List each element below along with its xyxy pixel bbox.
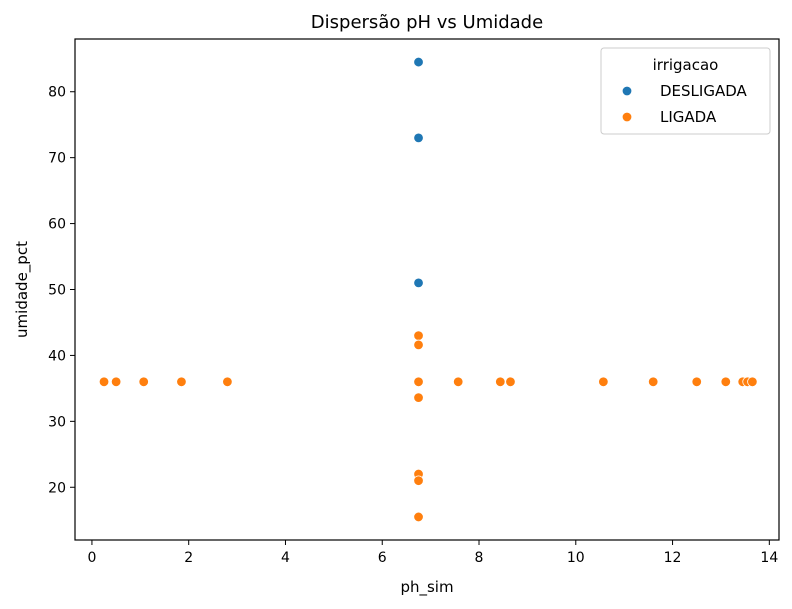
data-point — [176, 376, 187, 387]
data-point — [413, 339, 424, 351]
data-point — [222, 376, 233, 387]
data-point — [413, 511, 424, 523]
data-point — [598, 376, 609, 387]
data-point — [495, 376, 506, 387]
data-point — [747, 376, 758, 387]
legend-marker — [621, 111, 633, 123]
data-point — [413, 475, 424, 486]
data-point — [720, 376, 731, 387]
data-point — [413, 330, 424, 341]
y-tick-label: 40 — [48, 348, 66, 364]
legend-entries: DESLIGADA LIGADA — [621, 82, 748, 126]
legend-entry-label: DESLIGADA — [660, 82, 748, 100]
legend-title: irrigacao — [653, 56, 719, 74]
data-point — [110, 376, 122, 387]
data-point — [505, 376, 516, 387]
legend-box — [600, 47, 771, 135]
x-tick-label: 4 — [281, 550, 290, 566]
y-tick-label: 20 — [48, 480, 66, 496]
legend: irrigacao DESLIGADA LIGADA — [600, 47, 771, 135]
y-axis: 20 30 40 50 60 70 80 — [48, 85, 75, 496]
data-point — [98, 376, 110, 387]
x-tick-label: 6 — [378, 550, 387, 566]
x-tick-label: 14 — [760, 550, 778, 566]
x-tick-label: 8 — [475, 550, 484, 566]
y-tick-label: 80 — [48, 85, 66, 101]
data-points — [98, 56, 758, 523]
data-point — [413, 376, 424, 387]
data-point — [453, 376, 464, 387]
y-tick-label: 60 — [48, 217, 66, 233]
x-tick-label: 10 — [567, 550, 585, 566]
data-point — [413, 392, 424, 403]
x-axis-label: ph_sim — [400, 578, 453, 597]
y-tick-label: 50 — [48, 283, 66, 299]
y-tick-label: 30 — [48, 414, 66, 430]
x-tick-label: 12 — [664, 550, 682, 566]
legend-entry-label: LIGADA — [660, 108, 717, 126]
x-tick-label: 2 — [184, 550, 193, 566]
data-point — [138, 376, 149, 387]
x-axis: 0 2 4 6 8 10 12 14 — [87, 540, 778, 566]
data-point — [647, 376, 659, 387]
data-point — [413, 277, 424, 289]
legend-marker — [621, 85, 633, 97]
data-point — [413, 56, 424, 68]
y-axis-label: umidade_pct — [13, 241, 32, 338]
x-tick-label: 0 — [87, 550, 96, 566]
data-point — [691, 376, 702, 387]
data-point — [413, 132, 424, 144]
y-tick-label: 70 — [48, 151, 66, 167]
chart-title: Dispersão pH vs Umidade — [311, 12, 543, 33]
